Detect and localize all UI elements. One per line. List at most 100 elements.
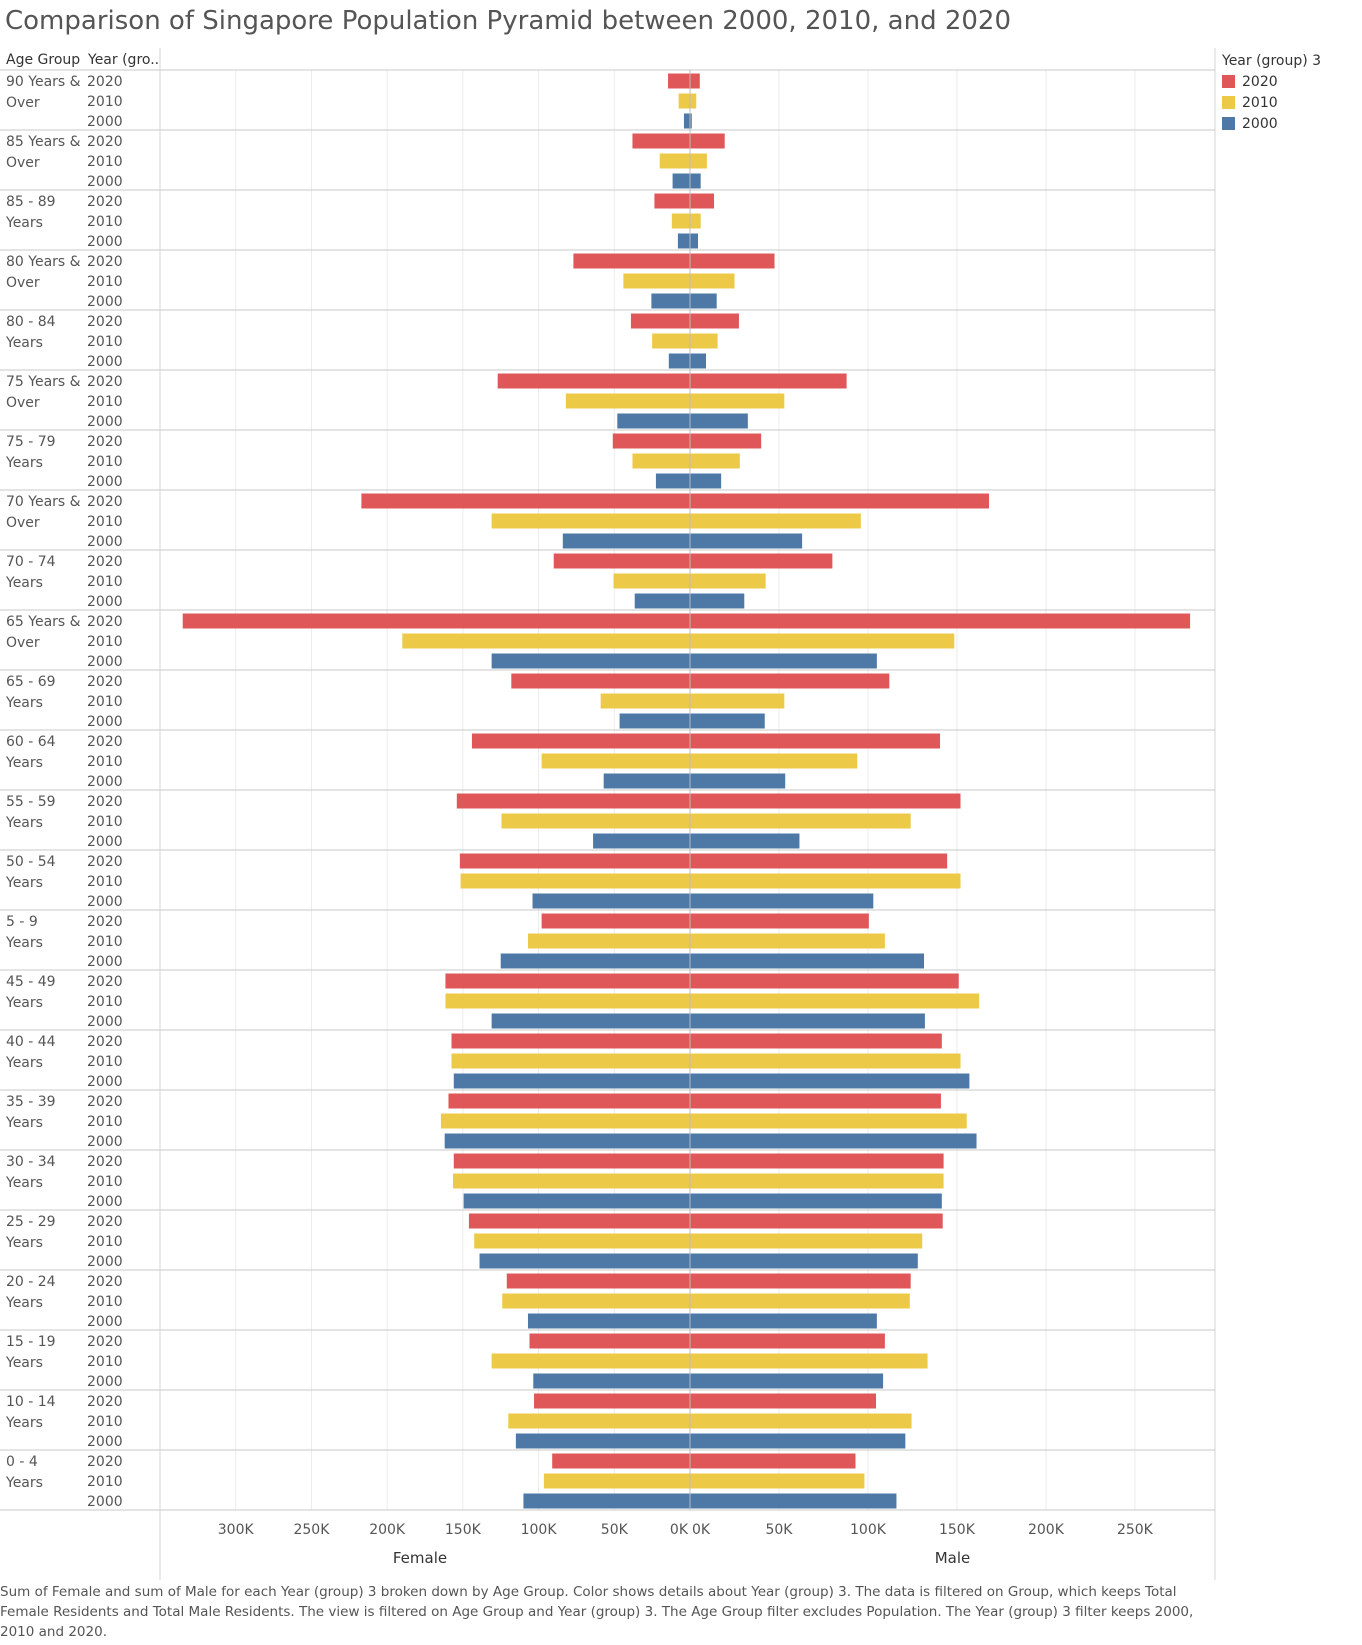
bar-female-2010	[659, 153, 690, 169]
bar-female-2020	[445, 973, 690, 989]
legend-swatch-2010	[1222, 96, 1235, 109]
bar-female-2020	[668, 73, 690, 89]
bar-male-2000	[690, 233, 699, 249]
age-group-label: 85 Years &	[6, 134, 81, 150]
bar-female-2020	[573, 253, 690, 269]
bar-female-2020	[529, 1333, 690, 1349]
age-group-label: 65 - 69	[6, 674, 56, 690]
year-label: 2020	[87, 134, 123, 150]
year-label: 2000	[87, 234, 123, 250]
year-label: 2000	[87, 1194, 123, 1210]
bar-female-2010	[502, 1293, 690, 1309]
bar-male-2010	[690, 153, 707, 169]
bar-female-2020	[451, 1033, 690, 1049]
age-group-label: 25 - 29	[6, 1214, 56, 1230]
year-label: 2000	[87, 834, 123, 850]
age-group-label: 40 - 44	[6, 1034, 56, 1050]
age-group-label: 50 - 54	[6, 854, 56, 870]
bar-female-2000	[491, 1013, 690, 1029]
bar-female-2020	[612, 433, 690, 449]
bar-male-2010	[690, 1053, 961, 1069]
x-tick-label-male: 200K	[1028, 1522, 1065, 1538]
age-group-label: Over	[6, 395, 40, 411]
year-label: 2020	[87, 194, 123, 210]
axis-title-female: Female	[393, 1549, 447, 1567]
bar-female-2010	[402, 633, 690, 649]
bar-male-2010	[690, 213, 701, 229]
age-group-label: Years	[5, 1295, 43, 1311]
bar-female-2020	[182, 613, 690, 629]
bar-female-2010	[600, 693, 690, 709]
legend-item-2000[interactable]: 2000	[1222, 113, 1321, 134]
bar-female-2010	[541, 753, 690, 769]
legend-swatch-2020	[1222, 75, 1235, 88]
year-label: 2020	[87, 674, 123, 690]
bar-female-2010	[451, 1053, 690, 1069]
age-group-label: Over	[6, 275, 40, 291]
bar-male-2020	[690, 253, 775, 269]
bar-female-2010	[445, 993, 690, 1009]
bar-male-2000	[690, 713, 765, 729]
bar-female-2010	[474, 1233, 690, 1249]
x-tick-label-male: 0K	[692, 1522, 711, 1538]
bar-female-2020	[552, 1453, 690, 1469]
bar-male-2000	[690, 893, 874, 909]
year-label: 2010	[87, 1354, 123, 1370]
year-label: 2010	[87, 994, 123, 1010]
bar-male-2010	[690, 1353, 928, 1369]
bar-female-2010	[565, 393, 690, 409]
caption: Sum of Female and sum of Male for each Y…	[0, 1584, 1194, 1640]
year-label: 2010	[87, 274, 123, 290]
year-label: 2000	[87, 474, 123, 490]
year-label: 2020	[87, 1274, 123, 1290]
bar-male-2020	[690, 193, 715, 209]
bar-female-2010	[623, 273, 690, 289]
legend-item-2010[interactable]: 2010	[1222, 92, 1321, 113]
age-group-label: 90 Years &	[6, 74, 81, 90]
bar-female-2000	[683, 113, 690, 129]
bar-female-2020	[553, 553, 690, 569]
bar-female-2000	[634, 593, 690, 609]
bar-female-2000	[479, 1253, 690, 1269]
bar-male-2010	[690, 333, 718, 349]
bar-male-2020	[690, 433, 762, 449]
age-group-label: Over	[6, 95, 40, 111]
age-group-label: 60 - 64	[6, 734, 56, 750]
year-label: 2000	[87, 1074, 123, 1090]
age-group-label: Over	[6, 515, 40, 531]
year-label: 2020	[87, 1154, 123, 1170]
bar-male-2020	[690, 73, 700, 89]
year-label: 2000	[87, 714, 123, 730]
bar-female-2020	[448, 1093, 690, 1109]
bar-male-2000	[690, 1193, 942, 1209]
bar-male-2010	[690, 1473, 865, 1489]
year-label: 2010	[87, 694, 123, 710]
age-group-label: 0 - 4	[6, 1454, 38, 1470]
bar-male-2010	[690, 873, 961, 889]
year-label: 2020	[87, 974, 123, 990]
age-group-label: Years	[5, 335, 43, 351]
year-label: 2010	[87, 634, 123, 650]
bar-female-2000	[500, 953, 690, 969]
x-tick-label-female: 0K	[670, 1522, 689, 1538]
age-group-label: 70 Years &	[6, 494, 81, 510]
year-label: 2020	[87, 374, 123, 390]
year-label: 2000	[87, 1134, 123, 1150]
year-label: 2020	[87, 854, 123, 870]
bar-male-2010	[690, 513, 861, 529]
year-label: 2000	[87, 894, 123, 910]
bar-male-2020	[690, 1033, 942, 1049]
year-label: 2010	[87, 394, 123, 410]
bar-female-2000	[603, 773, 690, 789]
bar-male-2010	[690, 753, 858, 769]
year-label: 2020	[87, 554, 123, 570]
bar-male-2010	[690, 993, 980, 1009]
year-label: 2010	[87, 94, 123, 110]
bar-female-2000	[593, 833, 690, 849]
legend-swatch-2000	[1222, 117, 1235, 130]
legend-item-2020[interactable]: 2020	[1222, 71, 1321, 92]
year-label: 2010	[87, 514, 123, 530]
bar-female-2000	[655, 473, 690, 489]
bar-male-2000	[690, 413, 748, 429]
age-group-label: Years	[5, 455, 43, 471]
